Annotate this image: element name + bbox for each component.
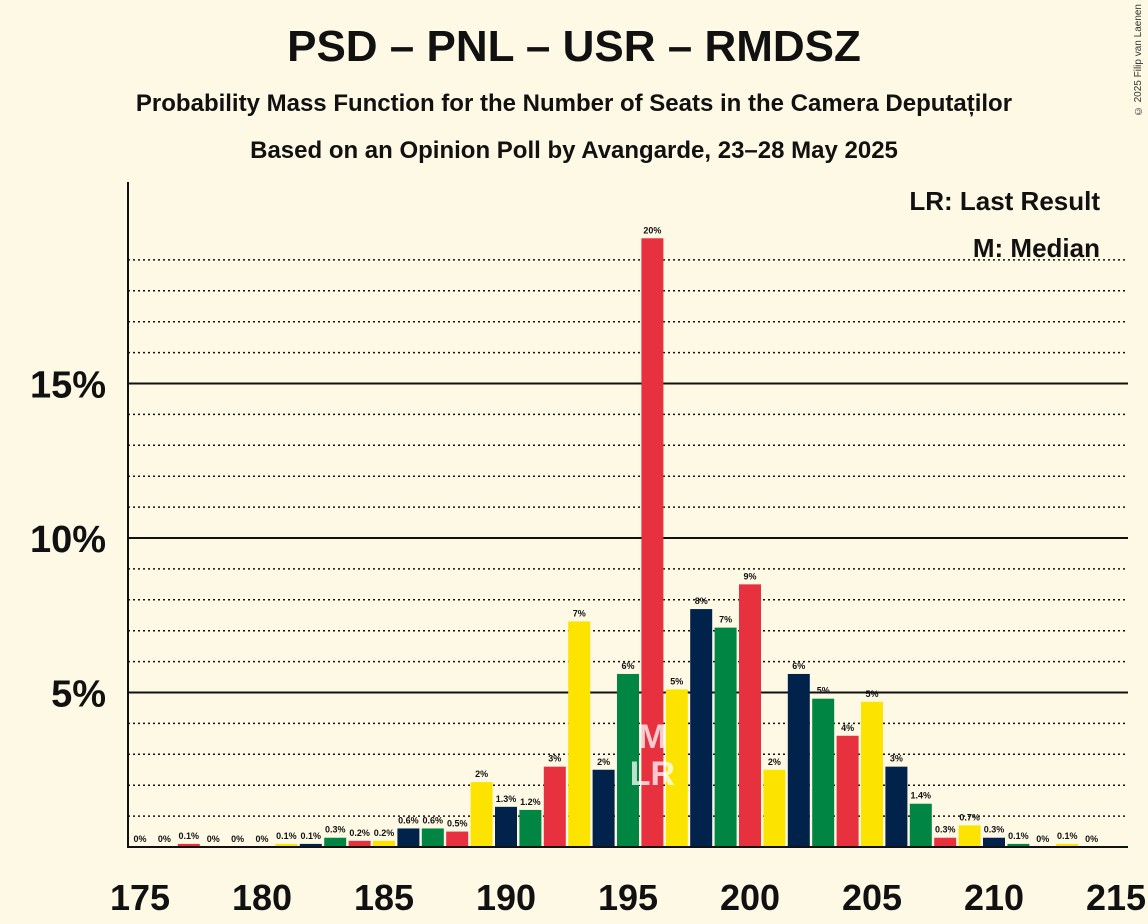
bar-seats-201 (739, 584, 761, 847)
x-tick-label: 180 (232, 877, 292, 918)
bar-value-label: 0% (255, 834, 268, 844)
bar-value-label: 5% (865, 689, 878, 699)
bar-seats-191 (495, 806, 517, 847)
bar-value-label: 6% (621, 661, 634, 671)
bar-seats-178 (177, 843, 200, 847)
bar-value-label: 0.1% (1008, 831, 1029, 841)
bar-seats-208 (909, 803, 932, 847)
bar-seats-206 (861, 701, 883, 847)
bar-value-label: 0.6% (398, 815, 419, 825)
y-tick-label: 10% (30, 519, 106, 561)
bar-value-label: 1.3% (496, 794, 517, 804)
bar-value-label: 1.4% (911, 791, 932, 801)
bar-value-label: 0.1% (301, 831, 322, 841)
bar-seats-198 (665, 689, 688, 847)
bar-seats-199 (690, 609, 713, 847)
bar-value-label: 0.2% (349, 828, 370, 838)
bar-seats-204 (812, 698, 835, 847)
bar-value-label: 0% (1036, 834, 1049, 844)
bar-value-label: 0% (207, 834, 220, 844)
legend-last-result: LR: Last Result (909, 186, 1100, 216)
bar-seats-182 (275, 843, 298, 847)
x-tick-label: 205 (842, 877, 902, 918)
bar-seats-183 (299, 843, 322, 847)
x-tick-label: 175 (110, 877, 170, 918)
bar-value-label: 0.3% (325, 825, 346, 835)
bar-value-label: 9% (743, 571, 756, 581)
bar-value-label: 0.7% (959, 812, 980, 822)
bar-value-label: 0% (1085, 834, 1098, 844)
bar-value-label: 5% (670, 676, 683, 686)
bar-seats-189 (446, 831, 469, 847)
bar-seats-192 (519, 809, 542, 847)
x-tick-label: 190 (476, 877, 536, 918)
bar-seats-214 (1056, 843, 1079, 847)
bar-value-label: 2% (768, 757, 781, 767)
bar-seats-195 (592, 769, 615, 847)
bar-seats-193 (543, 766, 566, 847)
bar-seats-185 (348, 840, 371, 847)
bar-value-label: 6% (792, 661, 805, 671)
bar-seats-202 (763, 769, 786, 847)
bar-seats-211 (983, 837, 1005, 847)
bar-seats-212 (1007, 843, 1030, 847)
bar-value-label: 0.3% (984, 825, 1005, 835)
legend-median: M: Median (973, 233, 1100, 263)
bar-value-label: 0.2% (374, 828, 395, 838)
bar-seats-205 (836, 735, 859, 847)
bar-value-label: 8% (695, 596, 708, 606)
bar-value-label: 1.2% (520, 797, 541, 807)
bar-seats-207 (885, 766, 908, 847)
bar-value-label: 0.6% (423, 815, 444, 825)
bar-value-label: 0.1% (179, 831, 200, 841)
y-tick-label: 15% (30, 365, 106, 407)
median-marker: M (638, 718, 666, 756)
bar-value-label: 0.5% (447, 819, 468, 829)
bar-seats-187 (397, 828, 420, 847)
bar-seats-196 (617, 673, 639, 847)
bar-seats-200 (714, 627, 737, 847)
x-tick-label: 185 (354, 877, 414, 918)
x-tick-label: 195 (598, 877, 658, 918)
x-tick-label: 200 (720, 877, 780, 918)
bar-value-label: 3% (548, 754, 561, 764)
bar-value-label: 3% (890, 754, 903, 764)
bar-value-label: 0.1% (276, 831, 297, 841)
bar-seats-186 (373, 840, 395, 847)
bar-value-label: 2% (475, 769, 488, 779)
bar-value-label: 7% (719, 615, 732, 625)
bar-value-label: 5% (817, 686, 830, 696)
x-tick-label: 210 (964, 877, 1024, 918)
bar-seats-209 (934, 837, 957, 847)
y-tick-label: 5% (51, 674, 106, 716)
bar-value-label: 7% (573, 608, 586, 618)
bar-value-label: 2% (597, 757, 610, 767)
bar-seats-184 (324, 837, 347, 847)
bar-seats-188 (421, 828, 444, 847)
bar-value-label: 0.3% (935, 825, 956, 835)
bar-value-label: 20% (643, 225, 661, 235)
bar-seats-197 (641, 238, 664, 847)
bar-value-label: 0% (133, 834, 146, 844)
bar-value-label: 0.1% (1057, 831, 1078, 841)
bar-seats-194 (568, 621, 591, 847)
chart-title: PSD – PNL – USR – RMDSZ (287, 22, 861, 71)
bar-value-label: 0% (231, 834, 244, 844)
x-tick-label: 215 (1086, 877, 1146, 918)
chart-subtitle: Probability Mass Function for the Number… (135, 90, 1013, 117)
bar-value-label: 4% (841, 723, 854, 733)
bar-seats-190 (470, 782, 493, 847)
last-result-marker: LR (630, 755, 675, 793)
chart-subtitle-source: Based on an Opinion Poll by Avangarde, 2… (250, 137, 898, 164)
bar-value-label: 0% (158, 834, 171, 844)
bar-seats-210 (958, 825, 981, 847)
bar-seats-203 (787, 673, 810, 847)
